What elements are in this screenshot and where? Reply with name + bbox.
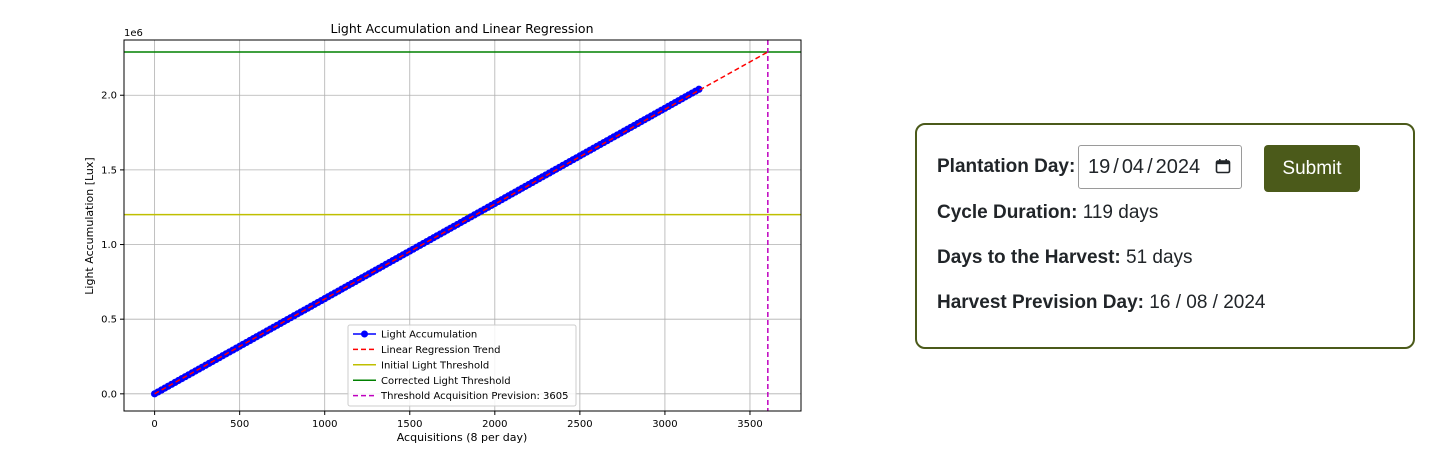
legend-label: Initial Light Threshold (381, 360, 489, 371)
harvest-prevision-value: 16 / 08 / 2024 (1149, 292, 1266, 313)
harvest-prevision-label: Harvest Prevision Day: (937, 292, 1144, 313)
harvest-form: Plantation Day: 19 / 04 / 2024 Submit Cy… (915, 123, 1415, 349)
legend-box (347, 324, 577, 407)
cycle-duration-row: Cycle Duration: 119 days (937, 202, 1158, 224)
y-tick-label: 1.0 (101, 240, 117, 251)
date-separator: / (1113, 155, 1119, 178)
x-tick-label: 1500 (397, 419, 422, 430)
x-axis-label: Acquisitions (8 per day) (397, 431, 528, 444)
plot-area (124, 40, 801, 411)
date-year[interactable]: 2024 (1155, 155, 1201, 178)
accumulation-point (695, 85, 703, 93)
legend-label: Threshold Acquisition Prevision: 3605 (380, 391, 568, 402)
plot-frame (123, 39, 802, 412)
date-separator: / (1147, 155, 1153, 178)
chart: Light Accumulation and Linear Regression… (83, 21, 802, 444)
y-offset-label: 1e6 (124, 28, 143, 39)
chart-title: Light Accumulation and Linear Regression (330, 21, 593, 36)
regression-trend-line (154, 51, 769, 395)
y-tick-label: 2.0 (101, 91, 117, 102)
y-tick-label: 0.0 (101, 389, 117, 400)
days-to-harvest-value: 51 days (1126, 247, 1193, 268)
plantation-day-label: Plantation Day: (937, 156, 1076, 177)
x-tick-label: 3000 (652, 419, 677, 430)
submit-button[interactable]: Submit (1264, 145, 1360, 192)
date-day[interactable]: 19 (1088, 155, 1111, 178)
x-tick-label: 2000 (482, 419, 507, 430)
x-tick-label: 1000 (312, 419, 337, 430)
y-tick-label: 1.5 (101, 165, 117, 176)
cycle-duration-value: 119 days (1082, 202, 1159, 223)
legend-label: Linear Regression Trend (381, 345, 501, 356)
legend-marker (361, 330, 368, 338)
x-tick-label: 0 (151, 419, 157, 430)
date-month[interactable]: 04 (1121, 155, 1145, 178)
x-tick-label: 3500 (737, 419, 762, 430)
x-tick-label: 500 (230, 419, 249, 430)
harvest-prevision-row: Harvest Prevision Day: 16 / 08 / 2024 (937, 292, 1266, 314)
cycle-duration-label: Cycle Duration: (937, 202, 1078, 223)
calendar-icon[interactable] (1215, 158, 1231, 174)
legend-label: Light Accumulation (381, 330, 477, 341)
plantation-date-input[interactable]: 19 / 04 / 2024 (1078, 145, 1242, 189)
days-to-harvest-row: Days to the Harvest: 51 days (937, 247, 1193, 269)
y-axis-label: Light Accumulation [Lux] (83, 157, 96, 294)
days-to-harvest-label: Days to the Harvest: (937, 247, 1121, 268)
x-tick-label: 2500 (567, 419, 592, 430)
legend-label: Corrected Light Threshold (381, 376, 511, 387)
plantation-day-row: Plantation Day: (937, 156, 1075, 178)
y-tick-label: 0.5 (101, 315, 117, 326)
